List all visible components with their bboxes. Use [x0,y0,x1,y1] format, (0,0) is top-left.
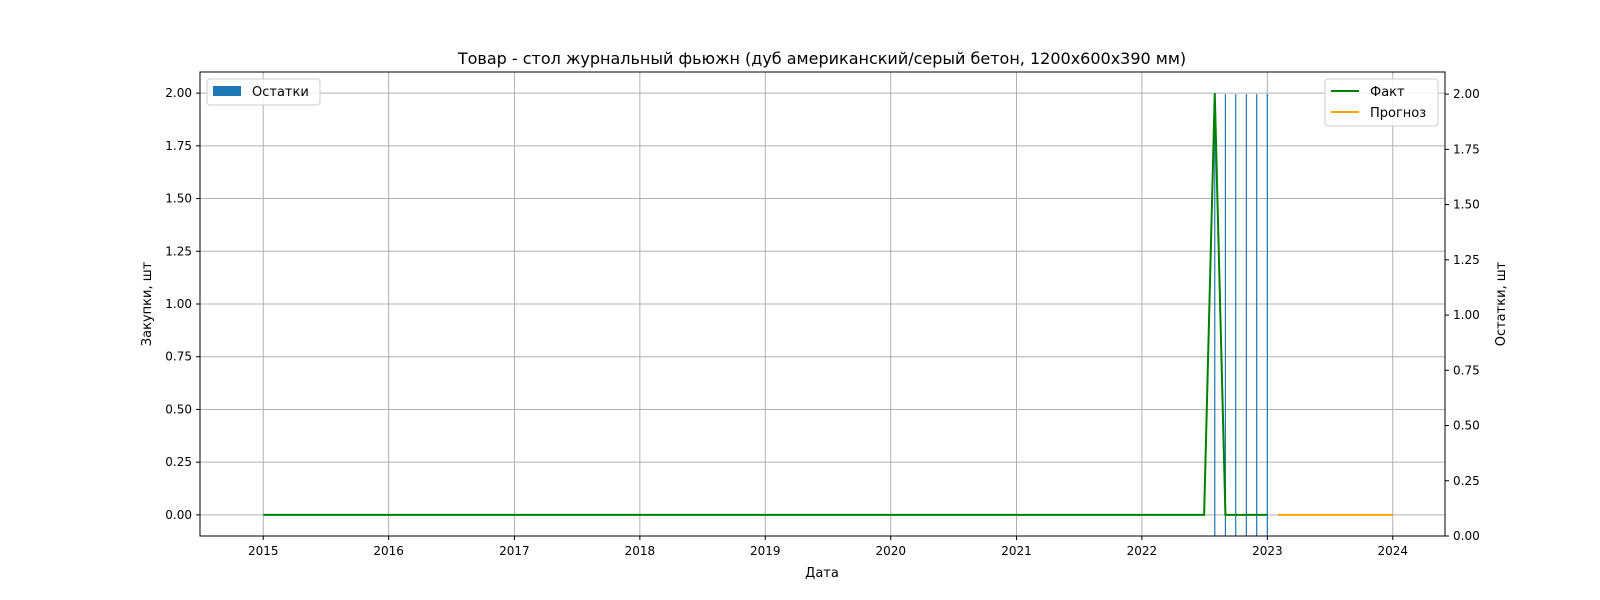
legend-label-prognoz: Прогноз [1370,106,1426,121]
x-tick-label: 2020 [875,544,906,558]
legend-right: Факт Прогноз [1324,78,1439,127]
y-tick-label-left: 1.75 [165,139,192,153]
bar-ostatki [1224,94,1227,536]
bar-ostatki [1235,94,1237,536]
bar-ostatki [1266,94,1268,536]
bar-ostatki [1245,94,1247,536]
y-axis-label-left: Закупки, шт [140,261,155,346]
x-tick-label: 2017 [499,544,530,558]
y-tick-label-left: 2.00 [165,86,192,100]
y-tick-label-left: 1.50 [165,192,192,206]
chart-title: Товар - стол журнальный фьюжн (дуб амери… [457,49,1186,68]
bar-ostatki [1256,94,1258,536]
x-tick-label: 2021 [1001,544,1032,558]
y-tick-label-left: 1.00 [165,297,192,311]
x-tick-label: 2015 [248,544,279,558]
y-tick-label-right: 1.50 [1453,198,1480,212]
x-tick-label: 2022 [1127,544,1158,558]
y-axis-label-right: Остатки, шт [1494,261,1509,346]
lines [263,93,1393,516]
y-tick-label-right: 0.75 [1453,363,1480,377]
ticks: 2015 2016 2017 2018 2019 2020 2021 2022 2023 2024… [165,86,1479,558]
y-tick-label-right: 1.75 [1453,142,1480,156]
legend-swatch-ostatki [213,86,241,96]
x-tick-label: 2018 [625,544,656,558]
legend-left-frame [206,78,321,106]
y-tick-label-left: 0.00 [165,508,192,522]
legend-label-ostatki: Остатки [252,85,309,100]
x-tick-label: 2024 [1377,544,1408,558]
y-tick-label-left: 0.75 [165,350,192,364]
x-axis-label: Дата [805,566,839,581]
y-tick-label-left: 0.50 [165,402,192,416]
y-tick-label-right: 1.00 [1453,308,1480,322]
y-tick-label-left: 1.25 [165,244,192,258]
y-tick-label-left: 0.25 [165,455,192,469]
series-line-fakt [263,93,1268,516]
bars [1214,94,1268,536]
x-tick-label: 2023 [1252,544,1283,558]
y-tick-label-right: 0.25 [1453,474,1480,488]
legend-left: Остатки [206,78,321,106]
bar-ostatki [1214,94,1216,536]
y-tick-label-right: 1.25 [1453,253,1480,267]
x-tick-label: 2016 [373,544,404,558]
y-tick-label-right: 0.00 [1453,529,1480,543]
legend-label-fakt: Факт [1370,85,1405,100]
y-tick-label-right: 2.00 [1453,87,1480,101]
x-tick-label: 2019 [750,544,781,558]
y-tick-label-right: 0.50 [1453,419,1480,433]
